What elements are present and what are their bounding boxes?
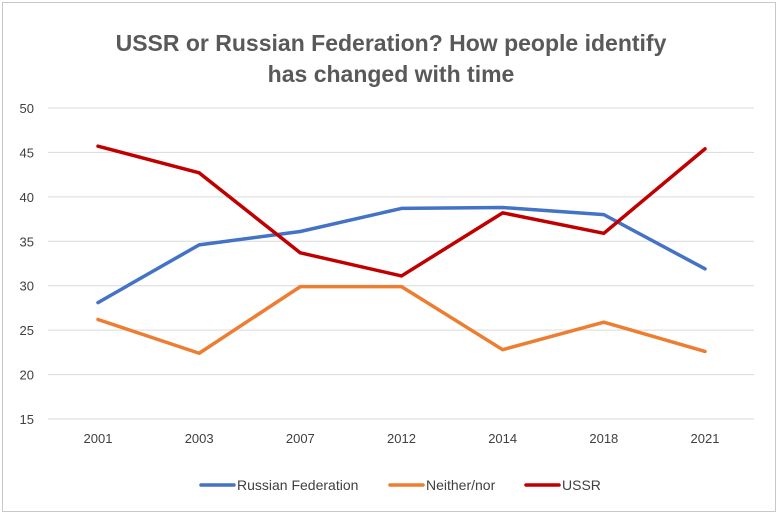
data-point	[703, 147, 707, 151]
chart-title-line2: has changed with time	[268, 61, 515, 87]
series-line-ussr	[96, 144, 707, 278]
y-tick-label: 35	[20, 234, 34, 249]
y-tick-label: 20	[20, 368, 34, 383]
data-point	[96, 144, 100, 148]
x-tick-label: 2021	[691, 431, 720, 446]
x-tick-label: 2018	[589, 431, 618, 446]
y-tick-label: 25	[20, 323, 34, 338]
data-point	[400, 206, 403, 210]
legend-label: USSR	[562, 477, 601, 493]
data-point	[602, 320, 606, 324]
data-point	[400, 274, 403, 278]
data-point	[197, 171, 201, 175]
y-tick-label: 50	[20, 101, 34, 116]
x-axis-ticks: 2001 2003 2007 2012 2014 2018 2021	[84, 431, 720, 446]
data-point	[602, 231, 606, 235]
data-point	[501, 348, 505, 352]
data-point	[298, 230, 302, 234]
x-tick-label: 2007	[286, 431, 315, 446]
data-point	[400, 285, 403, 289]
chart-title-line1: USSR or Russian Federation? How people i…	[116, 30, 667, 56]
y-tick-label: 15	[20, 412, 34, 427]
legend-label: Neither/nor	[426, 477, 496, 493]
y-tick-label: 40	[20, 190, 34, 205]
data-point	[197, 351, 201, 355]
legend: Russian Federation Neither/nor USSR	[199, 477, 601, 493]
data-point	[96, 317, 100, 321]
x-tick-label: 2003	[185, 431, 214, 446]
y-tick-label: 45	[20, 145, 34, 160]
y-axis-ticks: 15 20 25 30 35 40 45 50	[20, 101, 34, 427]
y-tick-label: 30	[20, 279, 34, 294]
data-point	[501, 206, 505, 210]
data-point	[703, 349, 707, 353]
data-point	[501, 211, 505, 215]
series-line-neither-nor	[96, 284, 707, 355]
data-point	[298, 285, 302, 289]
x-tick-label: 2012	[387, 431, 416, 446]
data-point	[703, 267, 707, 271]
data-point	[298, 251, 302, 255]
x-tick-label: 2001	[84, 431, 113, 446]
x-tick-label: 2014	[488, 431, 517, 446]
data-point	[197, 243, 201, 247]
data-point	[96, 301, 100, 305]
gridlines	[48, 107, 754, 420]
legend-label: Russian Federation	[237, 477, 358, 493]
data-point	[602, 213, 606, 217]
series-lines	[96, 144, 707, 355]
